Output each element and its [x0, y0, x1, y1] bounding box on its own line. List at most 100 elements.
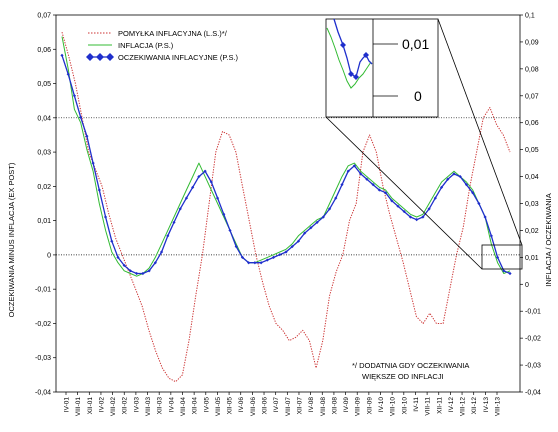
series-marker	[327, 207, 332, 211]
right-tick-label: 0	[525, 282, 529, 289]
series-marker	[203, 169, 207, 173]
series-marker	[495, 255, 500, 259]
left-tick-label: -0,01	[35, 287, 51, 294]
left-tick-label: 0,01	[37, 218, 51, 225]
legend: POMYŁKA INFLACYJNA (L.S.)*/ INFLACJA (P.…	[86, 29, 239, 62]
x-tick-label: XII-04	[192, 397, 199, 415]
series-marker	[377, 188, 381, 192]
inset-inflacja-line	[326, 27, 372, 89]
x-tick-label: VIII-10	[390, 397, 397, 417]
left-tick-label: 0,02	[37, 184, 51, 191]
series-marker	[483, 215, 487, 219]
x-tick-label: XII-11	[436, 397, 443, 414]
series-marker	[334, 196, 338, 200]
right-tick-label: 0,06	[525, 120, 539, 127]
x-tick-label: IV-06	[238, 397, 245, 413]
left-tick-label: 0,03	[37, 150, 51, 157]
right-tick-label: 0,08	[525, 66, 539, 73]
legend-marker-3	[106, 53, 114, 61]
series-marker	[365, 177, 369, 181]
inset-marker	[340, 42, 346, 48]
series-marker	[228, 228, 232, 233]
x-tick-label: XII-10	[401, 397, 408, 415]
legend-label-oczekiwania: OCZEKIWANIA INFLACYJNE (P.S.)	[118, 53, 239, 62]
series-marker	[259, 261, 263, 265]
series-marker	[408, 215, 413, 219]
x-tick-label: XII-09	[366, 397, 373, 415]
series-marker	[446, 177, 450, 181]
series-marker	[284, 250, 288, 254]
series-marker	[116, 255, 120, 259]
right-tick-label: -0,02	[525, 336, 541, 343]
series-marker	[184, 196, 189, 200]
right-tick-label: -0,04	[525, 390, 541, 397]
series-marker	[439, 185, 444, 189]
legend-label-inflacja: INFLACJA (P.S.)	[118, 41, 174, 50]
series-marker	[315, 220, 319, 224]
legend-label-pomylka: POMYŁKA INFLACYJNA (L.S.)*/	[118, 29, 228, 38]
left-tick-label: 0,05	[37, 81, 51, 88]
series-marker	[471, 191, 475, 195]
x-tick-label: IV-04	[168, 397, 175, 413]
series-marker	[477, 201, 481, 206]
x-tick-label: IV-08	[308, 397, 315, 413]
series-marker	[346, 169, 350, 173]
left-axis-title: OCZEKIWANIA MINUS INFLACJA (EX POST)	[7, 162, 16, 317]
series-marker	[402, 209, 406, 214]
x-tick-label: IV-02	[98, 397, 105, 413]
series-marker	[352, 164, 357, 168]
series-marker	[103, 215, 108, 219]
inset-zoom: 0,01 0	[325, 18, 523, 270]
series-marker	[240, 255, 245, 259]
x-tick-label: VIII-12	[460, 397, 467, 417]
series-marker	[153, 261, 157, 265]
left-tick-label: 0,07	[37, 13, 51, 20]
x-tick-label: VIII-02	[110, 397, 117, 417]
right-tick-label: 0,1	[525, 13, 535, 20]
series-marker	[464, 183, 469, 187]
series-marker	[222, 212, 226, 216]
right-tick-label: 0,05	[525, 147, 539, 154]
inset-label-001: 0,01	[402, 36, 429, 52]
series-marker	[321, 215, 325, 219]
x-tick-label: VIII-05	[215, 397, 222, 417]
series-marker	[383, 191, 388, 195]
series-marker	[128, 269, 133, 273]
series-marker	[141, 271, 145, 276]
x-tick-label: IV-05	[203, 397, 210, 413]
x-tick-label: XII-01	[87, 397, 94, 415]
right-tick-label: -0,01	[525, 309, 541, 316]
series-marker	[135, 271, 139, 276]
right-tick-label: 0,09	[525, 39, 539, 46]
x-tick-label: VIII-01	[75, 397, 82, 417]
series-marker	[296, 239, 301, 243]
series-layer	[60, 31, 512, 383]
series-marker	[253, 261, 257, 265]
series-marker	[278, 253, 282, 257]
right-tick-label: 0,04	[525, 174, 539, 181]
series-marker	[508, 271, 512, 276]
series-marker	[390, 199, 394, 203]
series-marker	[458, 174, 462, 179]
left-tick-label: -0,02	[35, 321, 51, 328]
x-tick-label: IV-01	[64, 397, 71, 413]
footnote-line-2: WIĘKSZE OD INFLACJI	[362, 372, 444, 381]
x-tick-label: IV-07	[273, 397, 280, 413]
x-tick-label: VIII-06	[250, 397, 257, 417]
left-tick-label: 0,06	[37, 47, 51, 54]
plot-border	[55, 14, 521, 393]
series-marker	[271, 255, 276, 259]
series-line-2	[61, 55, 511, 275]
series-marker	[415, 218, 419, 222]
series-marker	[290, 244, 294, 249]
x-tick-label: VIII-11	[425, 397, 432, 416]
series-line-0	[61, 31, 511, 383]
right-tick-label: 0,02	[525, 228, 539, 235]
series-marker	[421, 215, 425, 219]
series-marker	[85, 134, 89, 138]
reference-lines	[56, 117, 520, 256]
series-marker	[340, 183, 344, 187]
inset-marker	[363, 52, 369, 58]
x-tick-label: IV-11	[413, 397, 420, 412]
series-marker	[396, 204, 400, 208]
